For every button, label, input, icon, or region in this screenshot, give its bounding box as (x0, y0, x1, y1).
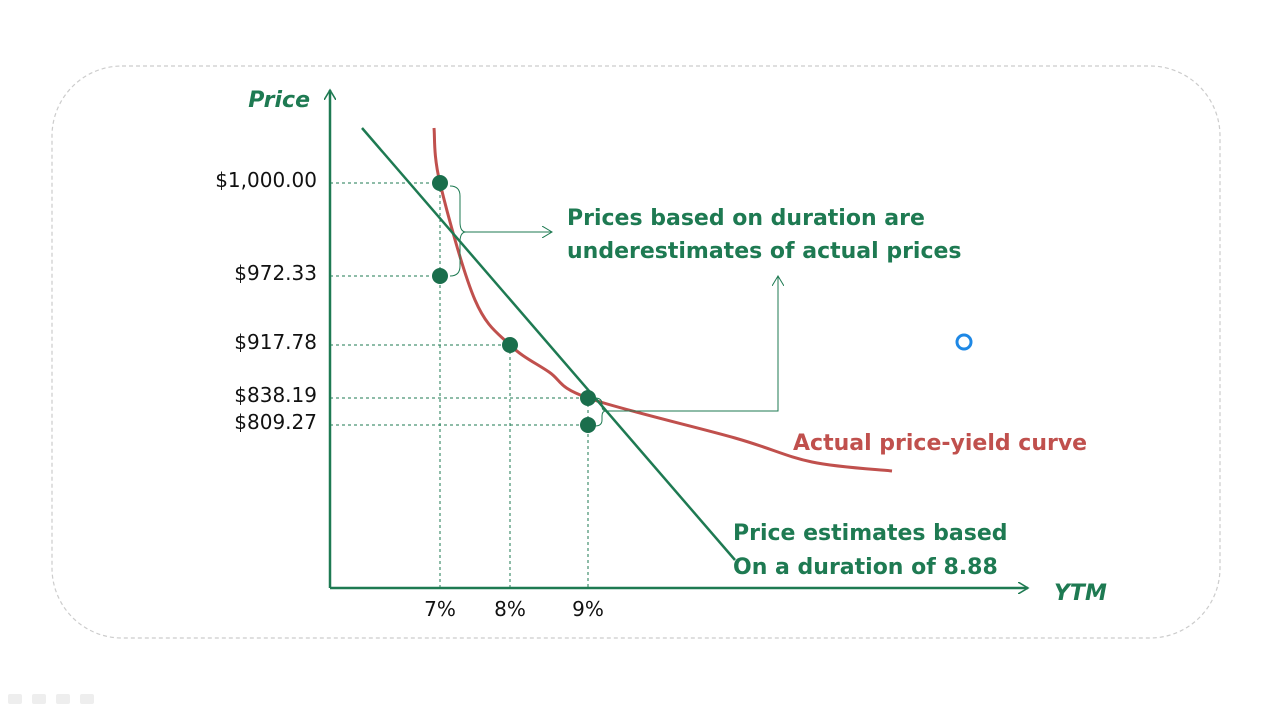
slides-icon[interactable] (56, 694, 70, 704)
x-tick-label: 9% (572, 597, 604, 621)
annotation-estimate-line2: On a duration of 8.88 (733, 555, 998, 580)
bottom-annotation-connector (606, 276, 778, 412)
annotation-estimate-line1: Price estimates based (733, 521, 1008, 546)
x-tick-label: 7% (424, 597, 456, 621)
duration-estimate-line (361, 127, 736, 561)
pen-icon[interactable] (32, 694, 46, 704)
more-icon[interactable] (80, 694, 94, 704)
y-tick-label: $972.33 (234, 261, 317, 285)
annotation-underestimate-line1: Prices based on duration are (567, 206, 925, 231)
actual-price-yield-curve (432, 127, 893, 473)
y-tick-label: $838.19 (234, 383, 317, 407)
data-point-marker (580, 390, 596, 406)
presentation-toolbar[interactable] (8, 694, 94, 704)
data-point-marker (432, 268, 448, 284)
x-tick-labels: 7% 8% 9% (424, 597, 604, 621)
data-markers (432, 175, 596, 433)
data-point-marker (432, 175, 448, 191)
y-axis-label: Price (248, 88, 310, 113)
annotation-underestimate-line2: underestimates of actual prices (567, 239, 962, 264)
annotation-curve-label: Actual price-yield curve (793, 431, 1087, 456)
cursor-ring-icon (955, 333, 973, 351)
prev-slide-icon[interactable] (8, 694, 22, 704)
y-tick-labels: $1,000.00 $972.33 $917.78 $838.19 $809.27 (215, 168, 317, 434)
y-tick-label: $809.27 (234, 410, 317, 434)
guide-lines (330, 182, 589, 588)
data-point-marker (502, 337, 518, 353)
y-tick-label: $917.78 (234, 330, 317, 354)
x-axis-label: YTM (1054, 581, 1107, 606)
x-tick-label: 8% (494, 597, 526, 621)
data-point-marker (580, 417, 596, 433)
slide-frame (51, 65, 1221, 639)
y-tick-label: $1,000.00 (215, 168, 317, 192)
